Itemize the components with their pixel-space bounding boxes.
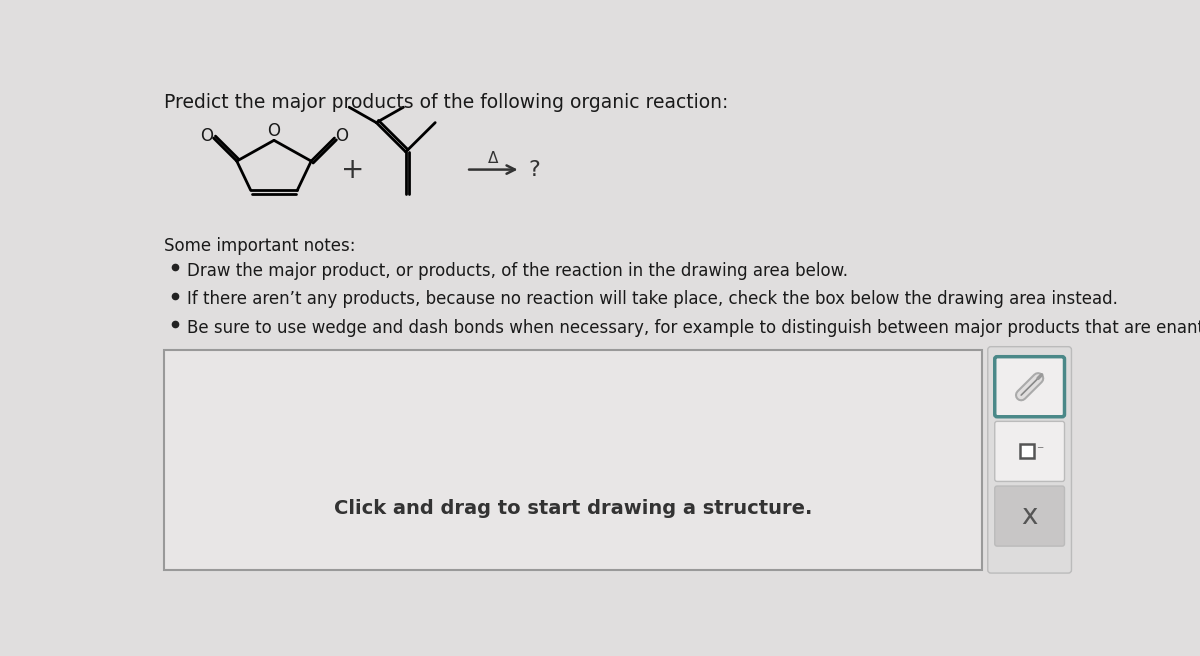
Text: ⁻: ⁻ — [1036, 443, 1043, 458]
FancyBboxPatch shape — [988, 346, 1072, 573]
FancyBboxPatch shape — [995, 421, 1064, 482]
Text: O: O — [200, 127, 214, 146]
Text: Click and drag to start drawing a structure.: Click and drag to start drawing a struct… — [334, 499, 812, 518]
FancyBboxPatch shape — [995, 357, 1064, 417]
Text: Some important notes:: Some important notes: — [164, 237, 355, 255]
Text: Draw the major product, or products, of the reaction in the drawing area below.: Draw the major product, or products, of … — [187, 262, 848, 280]
Text: Predict the major products of the following organic reaction:: Predict the major products of the follow… — [164, 92, 728, 112]
Text: +: + — [341, 155, 365, 184]
Bar — [1020, 445, 1033, 459]
Text: O: O — [268, 122, 281, 140]
Text: ?: ? — [528, 159, 540, 180]
Text: If there aren’t any products, because no reaction will take place, check the box: If there aren’t any products, because no… — [187, 291, 1118, 308]
Text: x: x — [1021, 502, 1038, 530]
FancyBboxPatch shape — [995, 486, 1064, 546]
Text: Δ: Δ — [488, 150, 498, 165]
Text: Be sure to use wedge and dash bonds when necessary, for example to distinguish b: Be sure to use wedge and dash bonds when… — [187, 319, 1200, 337]
Text: O: O — [335, 127, 348, 146]
Bar — [164, 350, 982, 570]
